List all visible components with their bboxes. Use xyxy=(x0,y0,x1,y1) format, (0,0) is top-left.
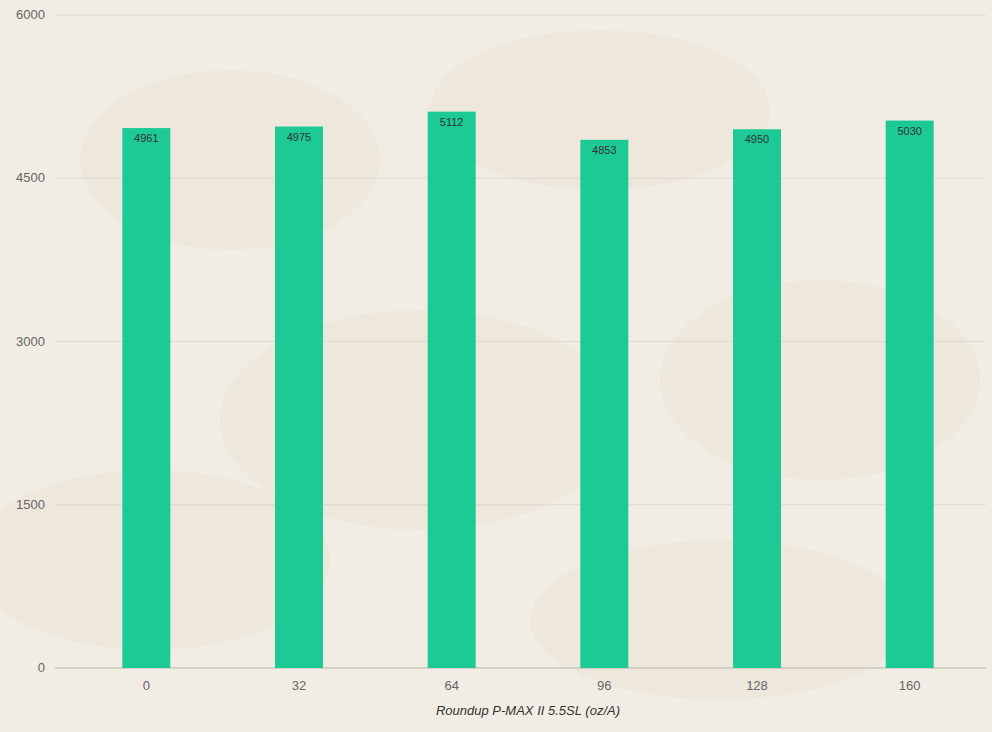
grid-line xyxy=(55,15,986,16)
y-tick-label: 3000 xyxy=(16,334,45,349)
chart-container: 0 1500 3000 4500 6000 4961 0 4975 32 5112 64 4853 96… xyxy=(0,0,992,732)
x-tick-label: 64 xyxy=(444,678,458,693)
data-label: 4975 xyxy=(287,131,311,143)
bar xyxy=(122,128,170,668)
y-tick-label: 6000 xyxy=(16,7,45,22)
x-tick-label: 32 xyxy=(292,678,306,693)
data-label: 4853 xyxy=(592,144,616,156)
bar xyxy=(733,129,781,668)
data-label: 4950 xyxy=(745,133,769,145)
bars xyxy=(122,112,933,668)
bar xyxy=(428,112,476,668)
x-axis-title: Roundup P-MAX II 5.5SL (oz/A) xyxy=(436,703,620,718)
grid-line xyxy=(55,178,986,179)
y-tick-label: 1500 xyxy=(16,497,45,512)
data-label: 5112 xyxy=(440,116,464,128)
data-label: 5030 xyxy=(897,125,921,137)
x-tick-label: 96 xyxy=(597,678,611,693)
chart-svg: 0 1500 3000 4500 6000 4961 0 4975 32 5112 64 4853 96… xyxy=(0,0,992,732)
bar xyxy=(886,121,934,668)
data-label: 4961 xyxy=(134,132,158,144)
y-tick-label: 4500 xyxy=(16,170,45,185)
grid-line xyxy=(55,668,986,669)
x-tick-label: 128 xyxy=(746,678,768,693)
grid-line xyxy=(55,341,986,342)
bar xyxy=(275,127,323,668)
bar xyxy=(580,140,628,668)
background xyxy=(0,0,992,732)
labels: 4961 0 4975 32 5112 64 4853 96 4950 128 5030 160 xyxy=(134,116,922,693)
y-tick-label: 0 xyxy=(38,660,45,675)
x-tick-label: 0 xyxy=(143,678,150,693)
grid-line xyxy=(55,504,986,505)
x-tick-label: 160 xyxy=(899,678,921,693)
